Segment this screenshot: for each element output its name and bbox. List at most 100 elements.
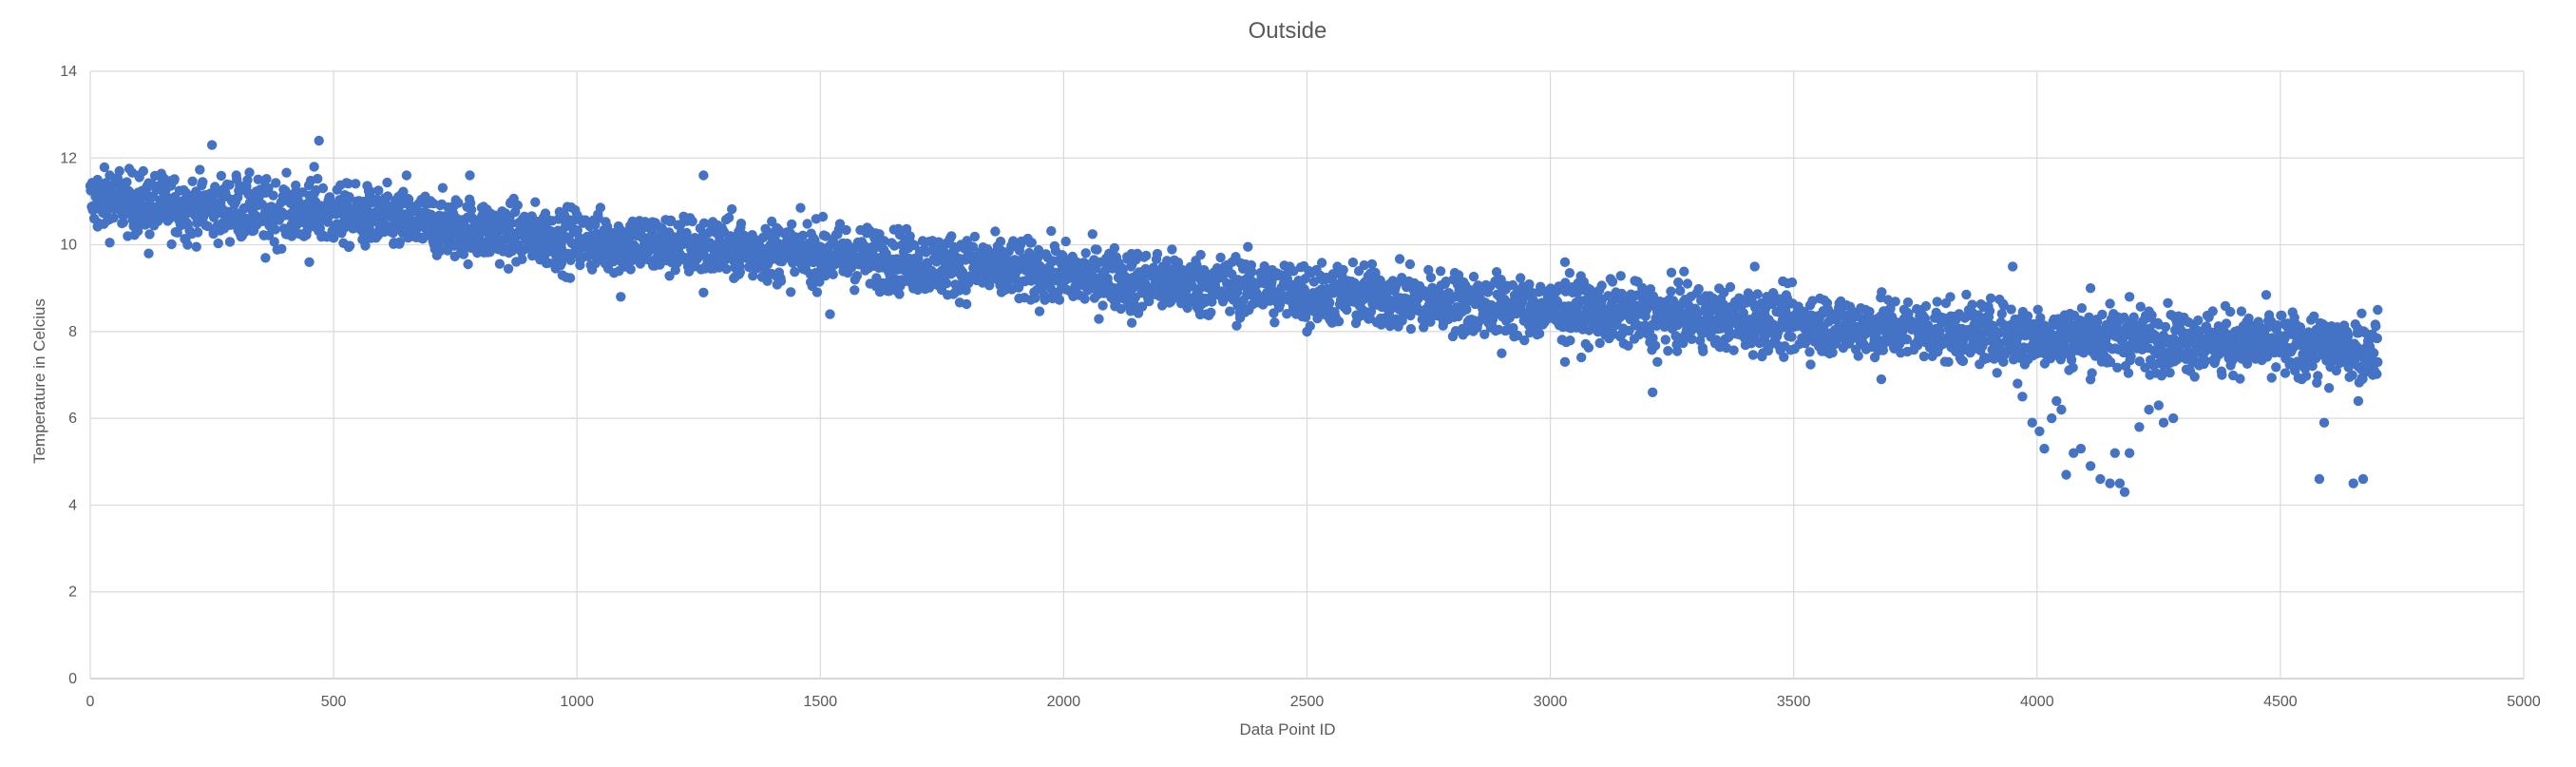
data-point <box>1779 352 1789 362</box>
x-tick-label: 2500 <box>1290 694 1325 710</box>
data-point <box>2295 322 2306 333</box>
data-point <box>2075 443 2087 454</box>
data-point <box>687 216 697 227</box>
data-point <box>1207 297 1217 307</box>
data-point <box>2066 355 2077 365</box>
x-tick-label: 3500 <box>1777 694 1811 710</box>
data-point <box>2224 306 2236 317</box>
data-point <box>790 266 800 278</box>
data-point <box>2318 417 2330 428</box>
data-point <box>466 204 477 215</box>
data-point <box>990 226 1001 237</box>
data-point <box>1719 287 1729 297</box>
data-point <box>2061 470 2071 480</box>
data-point <box>1998 356 2009 367</box>
data-point <box>2051 395 2062 407</box>
data-point <box>1195 249 1206 260</box>
data-point <box>1316 258 1327 268</box>
data-point <box>122 177 132 187</box>
data-point <box>1512 330 1523 341</box>
data-point <box>1288 266 1299 277</box>
x-tick-label: 3000 <box>1534 694 1568 710</box>
data-point <box>1831 315 1841 326</box>
data-point <box>1985 293 1996 303</box>
data-point <box>271 178 281 188</box>
data-point <box>1425 272 1437 283</box>
data-point <box>1080 248 1091 259</box>
data-point <box>2165 368 2175 378</box>
data-point <box>1565 336 1575 346</box>
data-point <box>2284 356 2296 367</box>
data-point <box>530 197 541 207</box>
data-point <box>344 192 354 202</box>
data-point <box>1394 254 1405 264</box>
x-tick-label: 2000 <box>1047 694 1081 710</box>
y-tick-label: 6 <box>68 411 77 427</box>
data-point <box>134 170 144 181</box>
data-point <box>1299 284 1309 295</box>
data-point <box>2353 395 2364 407</box>
data-point <box>1060 236 1071 247</box>
data-point <box>191 241 201 252</box>
data-point <box>1173 258 1184 268</box>
data-point <box>2056 404 2067 415</box>
data-point <box>969 231 981 242</box>
data-point <box>811 287 823 297</box>
data-point <box>269 237 279 247</box>
data-point <box>967 241 978 252</box>
data-point <box>313 173 323 184</box>
data-point <box>817 211 829 222</box>
data-point <box>304 257 315 267</box>
data-point <box>1247 266 1257 278</box>
data-point <box>401 170 412 181</box>
data-point <box>2235 374 2245 384</box>
x-tick-label: 500 <box>321 694 347 710</box>
data-point <box>277 243 287 254</box>
data-point <box>2119 487 2130 497</box>
data-point <box>1359 259 1369 271</box>
data-point <box>2314 473 2325 485</box>
data-point <box>1215 252 1226 263</box>
data-point <box>202 221 214 232</box>
data-point <box>1404 259 1416 270</box>
data-point <box>828 269 838 279</box>
data-point <box>1496 275 1506 285</box>
data-point <box>2300 371 2312 381</box>
data-point <box>2193 315 2204 326</box>
data-point <box>625 264 636 275</box>
data-point <box>1423 264 1434 276</box>
data-point <box>1435 266 1446 277</box>
data-point <box>2114 478 2126 489</box>
data-point <box>1092 244 1102 255</box>
data-point <box>775 276 787 286</box>
data-point <box>2373 356 2383 368</box>
data-point <box>1516 273 1526 283</box>
data-point <box>698 287 709 297</box>
data-point <box>1922 320 1934 331</box>
data-point <box>946 231 957 241</box>
data-point <box>195 164 205 175</box>
data-point <box>309 162 319 172</box>
data-point <box>723 212 735 223</box>
data-point <box>727 203 737 215</box>
y-tick-label: 14 <box>60 64 77 80</box>
data-point <box>351 179 361 189</box>
data-point <box>2119 312 2129 323</box>
data-point <box>2124 448 2135 458</box>
data-point <box>564 273 576 283</box>
data-point <box>962 298 972 310</box>
data-point <box>1967 299 1977 310</box>
chart-title: Outside <box>1249 18 1327 44</box>
data-point <box>198 177 208 187</box>
data-point <box>894 289 905 299</box>
data-point <box>2105 356 2116 368</box>
data-point <box>2095 473 2106 485</box>
data-point <box>1534 328 1545 339</box>
data-point <box>2347 370 2357 380</box>
x-tick-label: 4500 <box>2263 694 2298 710</box>
data-point <box>2217 370 2227 380</box>
data-point <box>1663 346 1673 356</box>
data-point <box>359 211 371 221</box>
data-point <box>1559 257 1571 267</box>
